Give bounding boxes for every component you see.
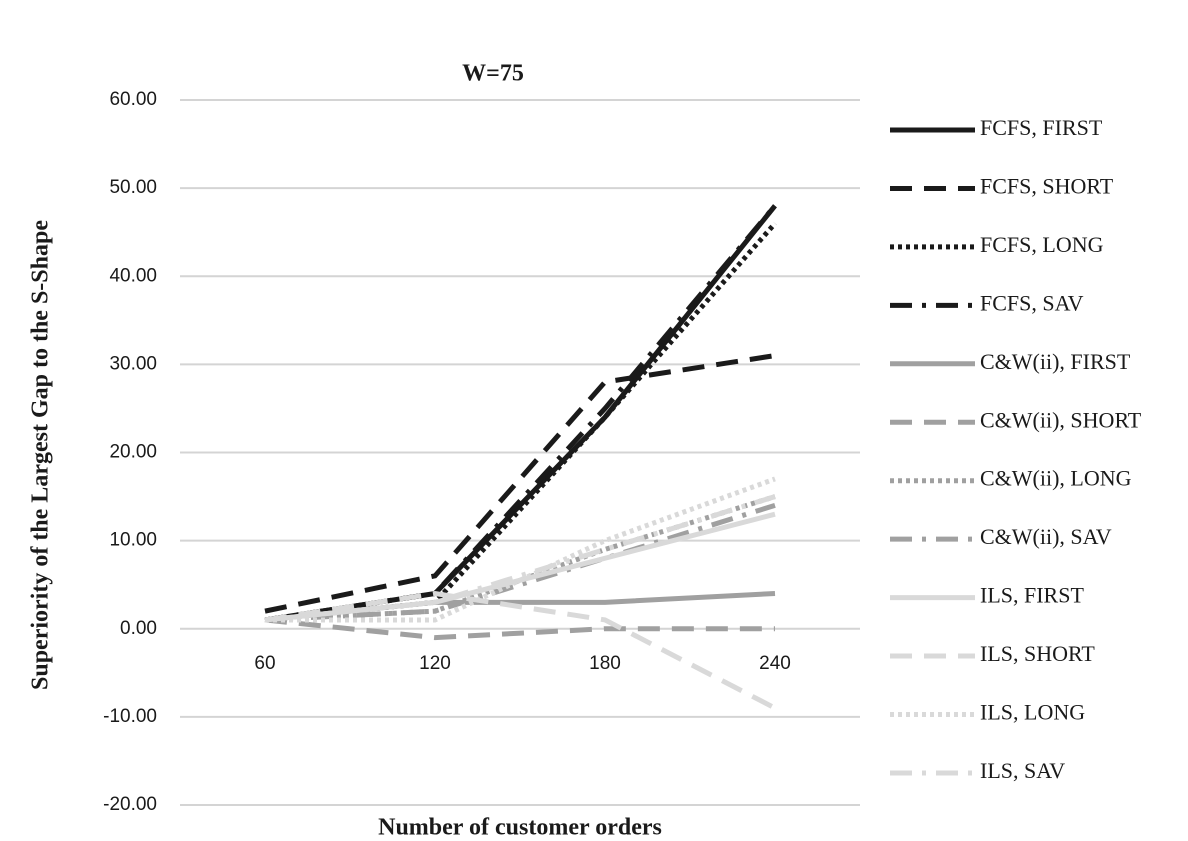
legend-label: ILS, FIRST [980,583,1084,608]
y-tick-label: 60.00 [109,89,157,110]
x-axis-title: Number of customer orders [378,815,662,841]
legend-label: FCFS, LONG [980,232,1104,257]
legend-label: C&W(ii), FIRST [980,349,1131,374]
y-axis-title: Superiority of the Largest Gap to the S-… [28,220,54,690]
series-line [264,511,776,623]
legend-label: ILS, SAV [980,758,1065,783]
y-tick-label: 30.00 [109,353,157,374]
series-line [265,476,776,623]
y-tick-label: -20.00 [103,794,157,815]
y-tick-label: 50.00 [109,177,157,198]
x-tick-label: 180 [589,653,621,674]
x-tick-label: 120 [419,653,451,674]
legend-label: C&W(ii), SAV [980,524,1112,549]
series-line [264,590,777,711]
legend-label: FCFS, FIRST [980,115,1103,140]
y-tick-label: 20.00 [109,442,157,463]
legend-label: FCFS, SHORT [980,173,1114,198]
y-tick-label: 40.00 [109,265,157,286]
x-tick-label: 240 [759,653,791,674]
legend-label: C&W(ii), LONG [980,466,1132,491]
legend-label: C&W(ii), SHORT [980,407,1142,432]
y-tick-label: 10.00 [109,530,157,551]
series-line [264,353,776,614]
legend-label: ILS, LONG [980,700,1085,725]
series-line [264,494,776,623]
series-line [264,221,777,623]
legend-label: ILS, SHORT [980,641,1095,666]
series-line [264,204,777,623]
x-tick-label: 60 [254,653,275,674]
series-line [264,617,775,641]
legend-label: FCFS, SAV [980,290,1084,315]
y-tick-label: 0.00 [120,618,157,639]
chart-title: W=75 [462,61,524,87]
y-tick-label: -10.00 [103,706,157,727]
series-line [264,204,777,623]
